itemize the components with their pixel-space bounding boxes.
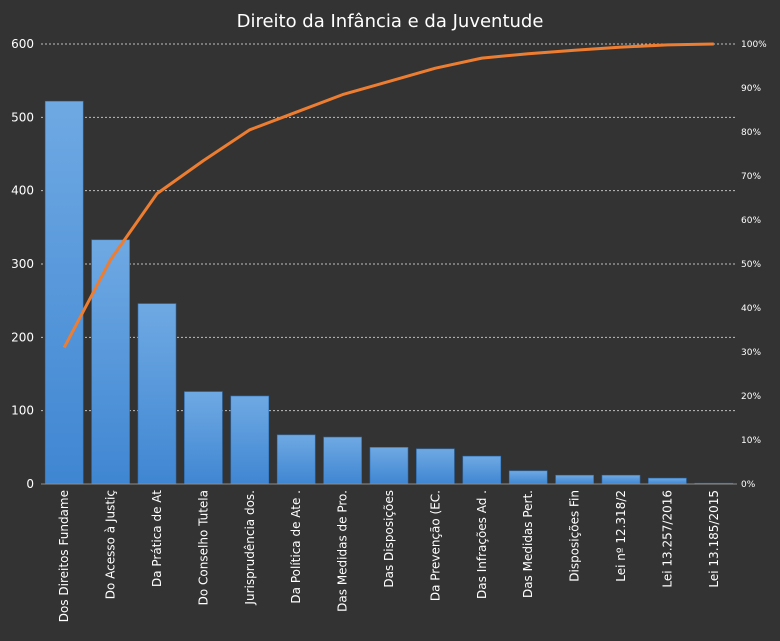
bars: [44, 100, 734, 485]
x-tick-label: Do Acesso à Justiç: [104, 490, 118, 599]
y-tick-label: 500: [11, 110, 34, 124]
x-tick-label: Do Conselho Tutela: [196, 490, 210, 605]
x-axis: Dos Direitos Fundame Do Acesso à Justiç Da…: [41, 483, 737, 622]
bar: [323, 436, 362, 485]
bar: [555, 474, 594, 485]
y-tick-label: 200: [11, 330, 34, 344]
bar: [648, 477, 687, 485]
x-tick-label: Da Prática de At: [150, 490, 164, 587]
y-axis-primary: 0 100 200 300 400 500 600: [11, 37, 34, 491]
x-tick-label: Dos Direitos Fundame: [57, 490, 71, 622]
y2-tick-label: 40%: [741, 304, 761, 314]
bar: [462, 455, 502, 485]
y2-tick-label: 10%: [741, 436, 761, 446]
bar: [184, 391, 223, 485]
x-tick-label: Jurisprudência dos.: [243, 490, 257, 606]
x-tick-label: Disposições Fin: [568, 490, 582, 582]
x-tick-label: Das Infrações Ad .: [475, 490, 489, 599]
x-tick-label: Lei 13.257/2016: [660, 490, 674, 588]
x-tick-label: Lei nº 12.318/2: [614, 490, 628, 582]
bar: [508, 470, 548, 485]
x-tick-label: Lei 13.185/2015: [707, 490, 721, 588]
bar: [601, 474, 641, 485]
bar: [91, 239, 130, 485]
y-tick-label: 300: [11, 257, 34, 271]
bar: [416, 448, 455, 485]
x-tick-label: Das Disposições: [382, 490, 396, 588]
y2-tick-label: 60%: [741, 216, 761, 226]
y-tick-label: 0: [26, 477, 34, 491]
cumulative-percent-line: [62, 42, 714, 349]
y2-tick-label: 80%: [741, 128, 761, 138]
x-tick-label: Das Medidas de Pro.: [336, 490, 350, 612]
y2-tick-label: 70%: [741, 172, 761, 182]
bar: [44, 100, 84, 485]
x-tick-label: Da Política de Ate .: [289, 490, 303, 604]
y2-tick-label: 100%: [741, 40, 767, 50]
bar: [230, 395, 270, 485]
y-tick-label: 100: [11, 404, 34, 418]
x-tick-label: Da Prevenção (EC.: [428, 490, 442, 601]
chart-title: Direito da Infância e da Juventude: [237, 11, 544, 32]
y-axis-secondary: 0% 10% 20% 30% 40% 50% 60% 70% 80% 90% 100%: [741, 40, 767, 490]
y2-tick-label: 20%: [741, 392, 761, 402]
bar: [137, 303, 177, 485]
y2-tick-label: 30%: [741, 348, 761, 358]
y2-tick-label: 0%: [741, 480, 756, 490]
y-tick-label: 400: [11, 184, 34, 198]
cumulative-line: [62, 42, 714, 349]
bar: [369, 447, 409, 485]
x-tick-label: Das Medidas Pert.: [521, 490, 535, 598]
y2-tick-label: 90%: [741, 84, 761, 94]
bar: [276, 434, 316, 485]
y-tick-label: 600: [11, 37, 34, 51]
y2-tick-label: 50%: [741, 260, 761, 270]
